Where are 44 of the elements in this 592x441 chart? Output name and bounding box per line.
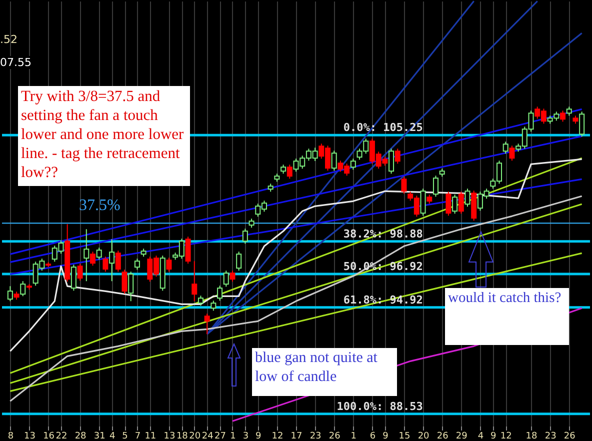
x-tick-label: 27 bbox=[214, 432, 226, 441]
note-box: Try with 3/8=37.5 and setting the fan a touch lower and one more lower line. - tag the retracement low?? bbox=[18, 86, 190, 186]
x-tick-label: 12 bbox=[500, 432, 512, 441]
x-tick-label: 3 bbox=[242, 432, 249, 441]
ref-line-label: 61.8%: 94.92 bbox=[343, 293, 423, 306]
x-tick-label: 4 bbox=[109, 432, 116, 441]
annotation: 37.5% bbox=[79, 197, 120, 215]
x-tick-label: 26 bbox=[328, 432, 341, 441]
x-tick-label: 23 bbox=[310, 432, 322, 441]
x-tick-label: 22 bbox=[56, 432, 68, 441]
x-tick-label: 20 bbox=[418, 432, 430, 441]
x-tick-label: 9 bbox=[382, 432, 389, 441]
x-tick-label: 26 bbox=[436, 432, 449, 441]
x-tick-label: 5 bbox=[122, 432, 128, 441]
x-tick-label: 8 bbox=[8, 432, 14, 441]
x-tick-label: 20 bbox=[189, 432, 201, 441]
x-tick-label: 13 bbox=[164, 432, 176, 441]
x-tick-label: 18 bbox=[526, 432, 538, 441]
x-tick-label: 13 bbox=[24, 432, 36, 441]
x-tick-label: 28 bbox=[74, 432, 87, 441]
x-tick-label: 24 bbox=[202, 432, 214, 441]
x-tick-label: 9 bbox=[490, 432, 497, 441]
x-tick-label: 26 bbox=[564, 432, 576, 441]
x-tick-label: 4 bbox=[478, 432, 484, 441]
x-tick-label: 15 bbox=[398, 432, 410, 441]
x-tick-label: 6 bbox=[370, 432, 376, 441]
x-tick-label: 18 bbox=[176, 432, 188, 441]
note-box: would it catch this? bbox=[445, 288, 569, 345]
ref-line-label: 38.2%: 98.88 bbox=[343, 227, 423, 240]
x-tick-label: 7 bbox=[134, 432, 141, 441]
note-box: blue gan not quite at low of candle bbox=[252, 348, 397, 396]
x-tick-label: 12 bbox=[272, 432, 284, 441]
x-tick-label: 31 bbox=[94, 432, 106, 441]
ref-line-label: 100.0%: 88.53 bbox=[336, 400, 423, 413]
x-tick-label: 17 bbox=[290, 432, 302, 441]
x-tick-label: 1 bbox=[230, 432, 236, 441]
x-tick-label: 23 bbox=[544, 432, 556, 441]
annotation: .52 bbox=[0, 33, 18, 46]
x-tick-label: 1 bbox=[350, 432, 357, 441]
x-tick-label: 11 bbox=[144, 432, 156, 441]
x-tick-label: 16 bbox=[43, 432, 55, 441]
x-tick-label: 29 bbox=[456, 432, 468, 441]
annotation: 07.55 bbox=[0, 56, 32, 69]
x-tick-label: 9 bbox=[256, 432, 262, 441]
